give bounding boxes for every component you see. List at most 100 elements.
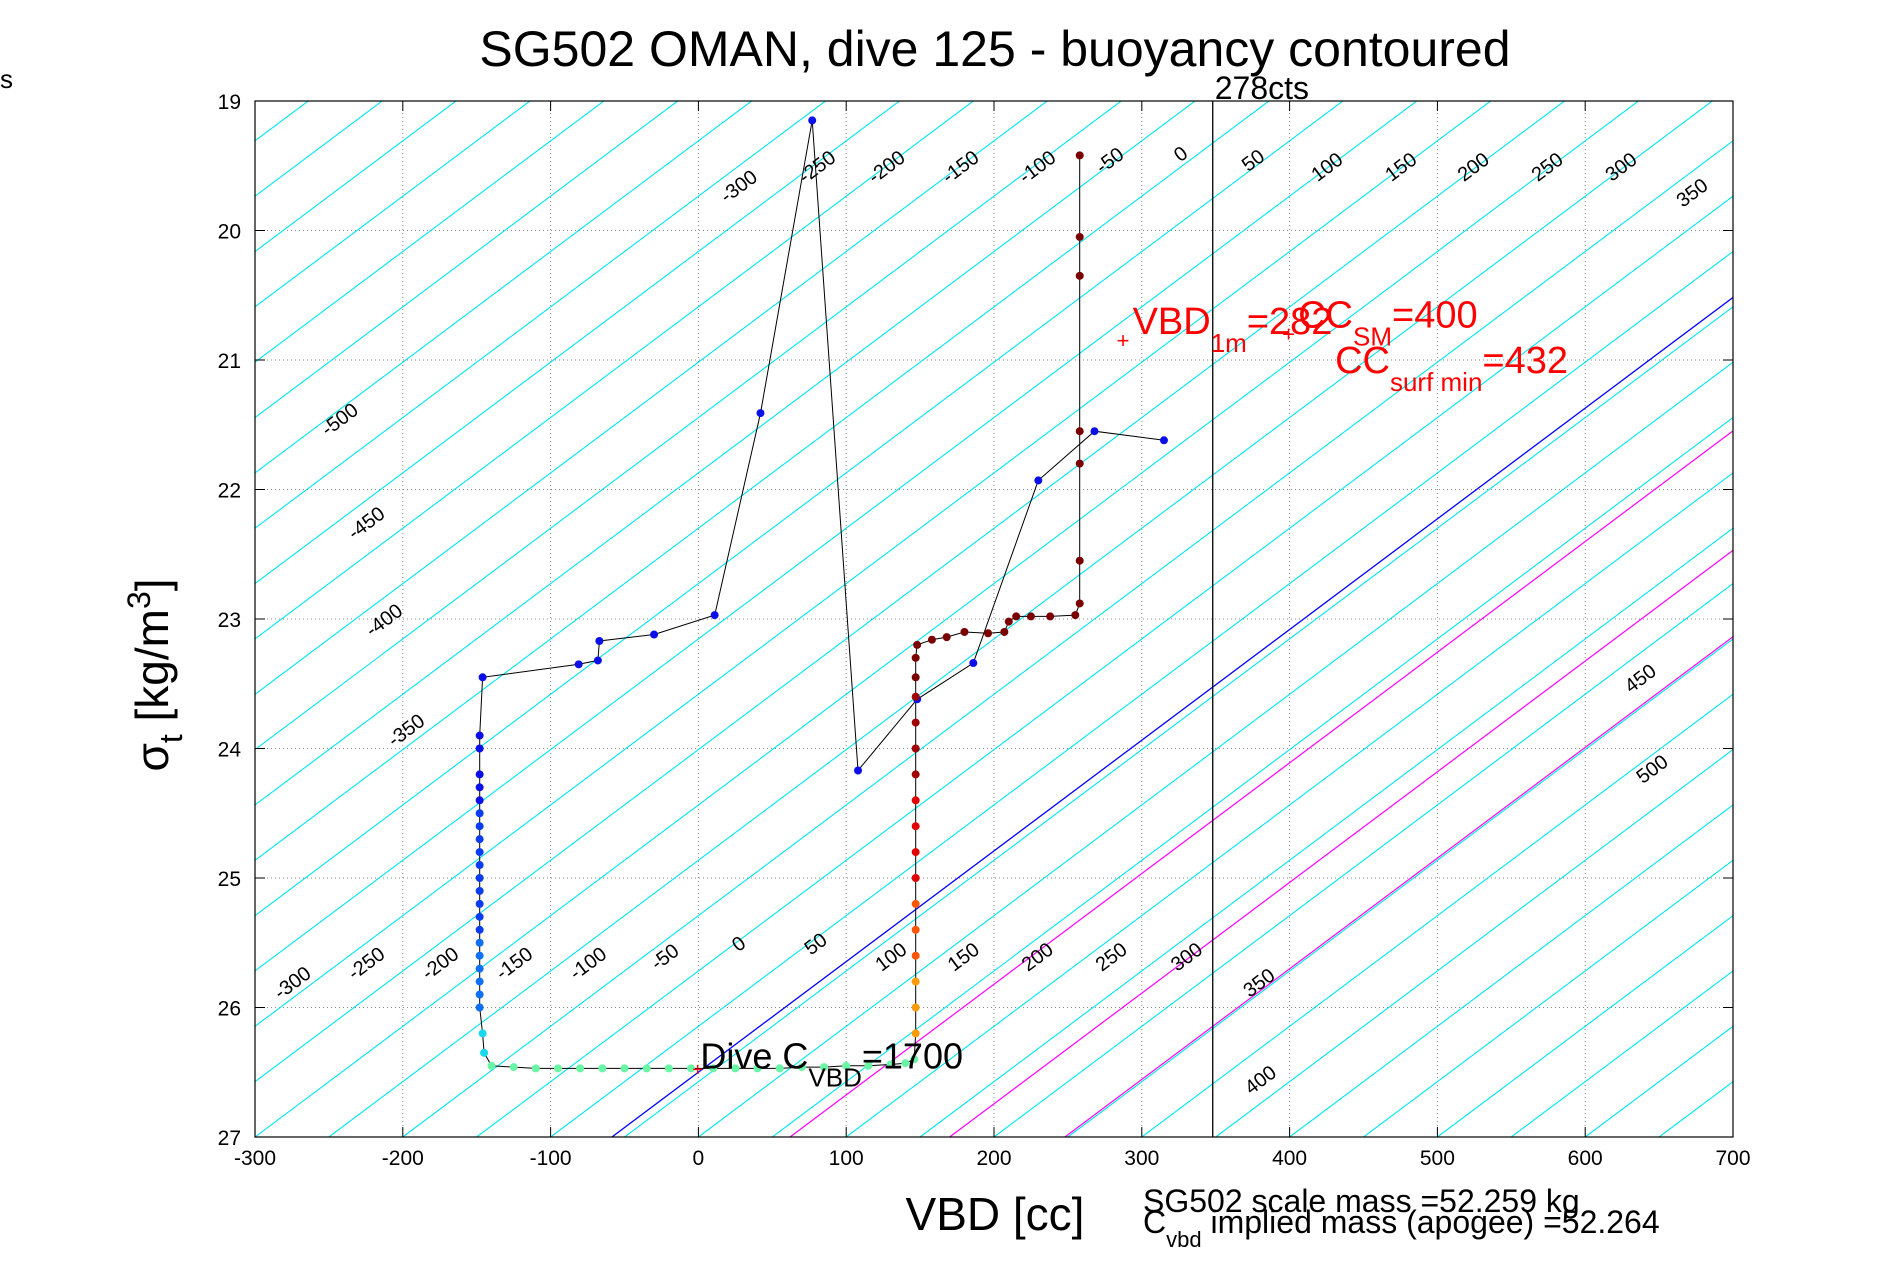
ascent-point: [912, 693, 920, 701]
descent-point: [476, 732, 484, 740]
ascent-point: [912, 1004, 920, 1012]
descent-point: [476, 978, 484, 986]
descent-point: [476, 939, 484, 947]
contour-label: -350: [384, 710, 429, 752]
y-axis-label-symbol: σ: [126, 743, 178, 771]
descent-point: [621, 1064, 629, 1072]
y-tick-label: 19: [218, 91, 241, 114]
contour-label: -150: [938, 147, 983, 189]
ascent-point: [912, 719, 920, 727]
y-tick-label: 22: [218, 480, 241, 503]
ascent-point: [912, 654, 920, 662]
descent-point: [476, 965, 484, 973]
ascent-point: [1076, 233, 1084, 241]
y-tick-label: 26: [218, 998, 241, 1021]
ascent-point: [912, 745, 920, 753]
y-tick-label: 25: [218, 868, 241, 891]
ascent-point: [928, 636, 936, 644]
descent-point: [808, 116, 816, 124]
contour-line: [1659, 101, 1891, 1137]
descent-point: [476, 926, 484, 934]
descent-point: [479, 1029, 487, 1037]
descent-point: [476, 913, 484, 921]
ascent-point: [912, 952, 920, 960]
y-axis-label-units: [kg/m: [126, 609, 178, 734]
descent-point: [595, 637, 603, 645]
ascent-point: [913, 641, 921, 649]
ascent-point: [912, 796, 920, 804]
contour-line: [994, 101, 1891, 1137]
contour-label: 200: [1018, 939, 1058, 977]
contour-line: [0, 101, 1269, 1137]
contour-label: -150: [492, 943, 537, 985]
x-tick-label: 400: [1272, 1147, 1307, 1170]
footer-implied-mass: Cvbd implied mass (apogee) =52.264: [1143, 1204, 1660, 1252]
x-tick-label: 600: [1568, 1147, 1603, 1170]
dive-annotation: Dive CVBD=1700: [700, 1036, 963, 1093]
ascent-point: [1076, 151, 1084, 159]
descent-point: [756, 409, 764, 417]
contour-line: [477, 101, 1860, 1137]
contour-line: [255, 101, 1638, 1137]
descent-point: [854, 767, 862, 775]
contour-label: -250: [344, 943, 389, 985]
descent-point: [476, 835, 484, 843]
dive-path: [480, 120, 1164, 1068]
ascent-point: [1071, 611, 1079, 619]
annotation-label: CCsurf min=432: [1335, 340, 1568, 397]
contour-label: 250: [1528, 149, 1568, 187]
y-tick-label: 24: [218, 739, 242, 762]
contour-line: [1733, 101, 1891, 1137]
y-axis-label-end: ]: [126, 578, 178, 591]
contour-label: 350: [1673, 175, 1713, 213]
contour-label: 50: [1238, 145, 1269, 176]
contour-label: -50: [1092, 143, 1128, 178]
contour-label: 50: [801, 929, 832, 960]
contour-label: -50: [647, 940, 683, 975]
contour-label: -200: [418, 943, 463, 985]
ascent-point: [1076, 427, 1084, 435]
contour-label: 450: [1621, 660, 1661, 698]
descent-point: [476, 1004, 484, 1012]
descent-point: [476, 874, 484, 882]
contour-label: -100: [1015, 147, 1060, 189]
contour-label: 0: [728, 932, 750, 956]
contour-label: 250: [1092, 939, 1132, 977]
ascent-point: [912, 822, 920, 830]
x-tick-label: 700: [1715, 1147, 1750, 1170]
ascent-point: [912, 848, 920, 856]
contour-label: 200: [1454, 149, 1494, 187]
descent-point: [1160, 436, 1168, 444]
ascent-point: [1027, 612, 1035, 620]
vertical-line-label: 278cts: [1215, 70, 1309, 106]
ascent-point: [912, 978, 920, 986]
descent-point: [711, 611, 719, 619]
annotation-marker: +: [1117, 328, 1130, 353]
contour-label: -100: [566, 943, 611, 985]
annotation-marker: +: [1282, 322, 1295, 347]
contour-label: 300: [1167, 939, 1207, 977]
descent-point: [476, 861, 484, 869]
descent-point: [476, 809, 484, 817]
descent-point: [594, 656, 602, 664]
descent-point: [480, 1049, 488, 1057]
contour-line: [329, 101, 1712, 1137]
corner-text: s: [0, 64, 13, 95]
descent-point: [575, 660, 583, 668]
ascent-point: [912, 900, 920, 908]
ascent-point: [912, 926, 920, 934]
contour-label: 150: [1381, 149, 1421, 187]
descent-point: [598, 1064, 606, 1072]
ascent-point: [1000, 628, 1008, 636]
y-axis-label-sub: t: [153, 734, 189, 743]
ascent-point: [1076, 460, 1084, 468]
ascent-point: [960, 628, 968, 636]
contour-line: [0, 101, 382, 1137]
contour-label: -450: [344, 503, 389, 545]
footer-implied-mass-c: C: [1143, 1204, 1166, 1240]
svg-text:σt [kg/m3]: σt [kg/m3]: [121, 578, 189, 771]
